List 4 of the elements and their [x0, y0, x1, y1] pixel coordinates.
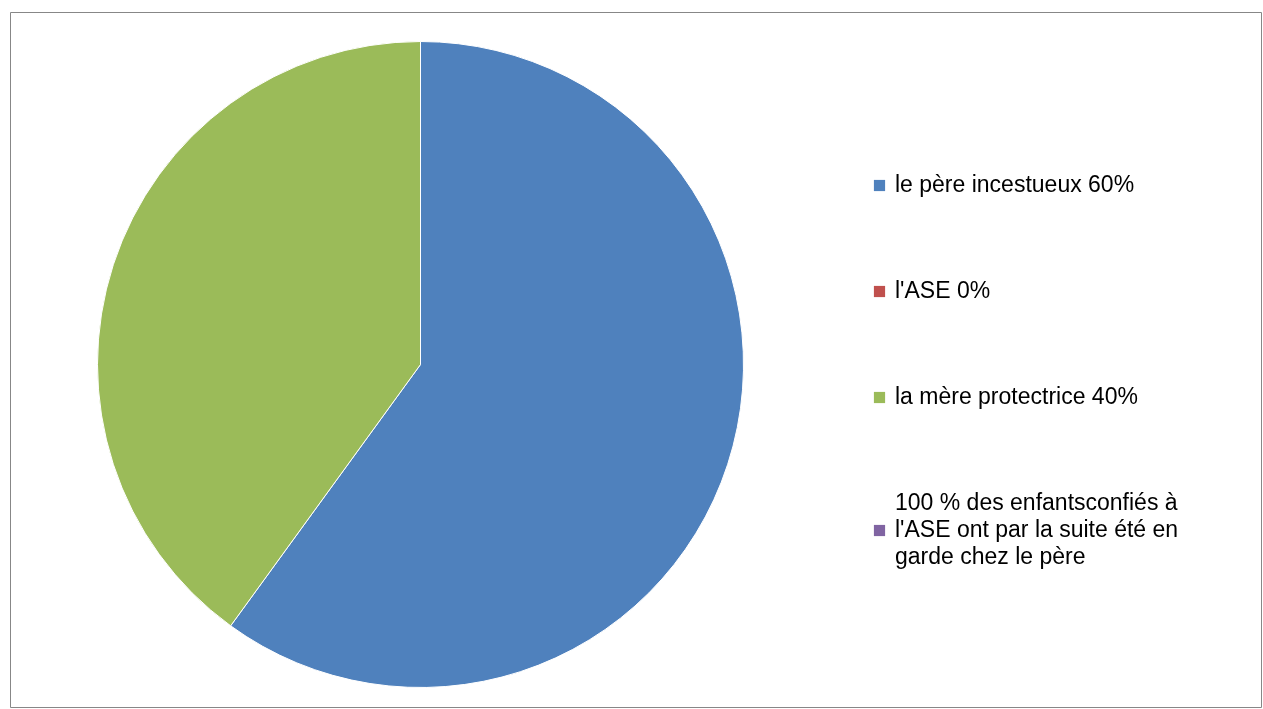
legend-label: l'ASE 0% [895, 277, 991, 304]
legend-label: le père incestueux 60% [895, 171, 1135, 198]
legend-label: 100 % des enfantsconfiés à l'ASE ont par la suite été en garde chez le père [895, 489, 1179, 570]
legend-label: la mère protectrice 40% [895, 383, 1138, 410]
